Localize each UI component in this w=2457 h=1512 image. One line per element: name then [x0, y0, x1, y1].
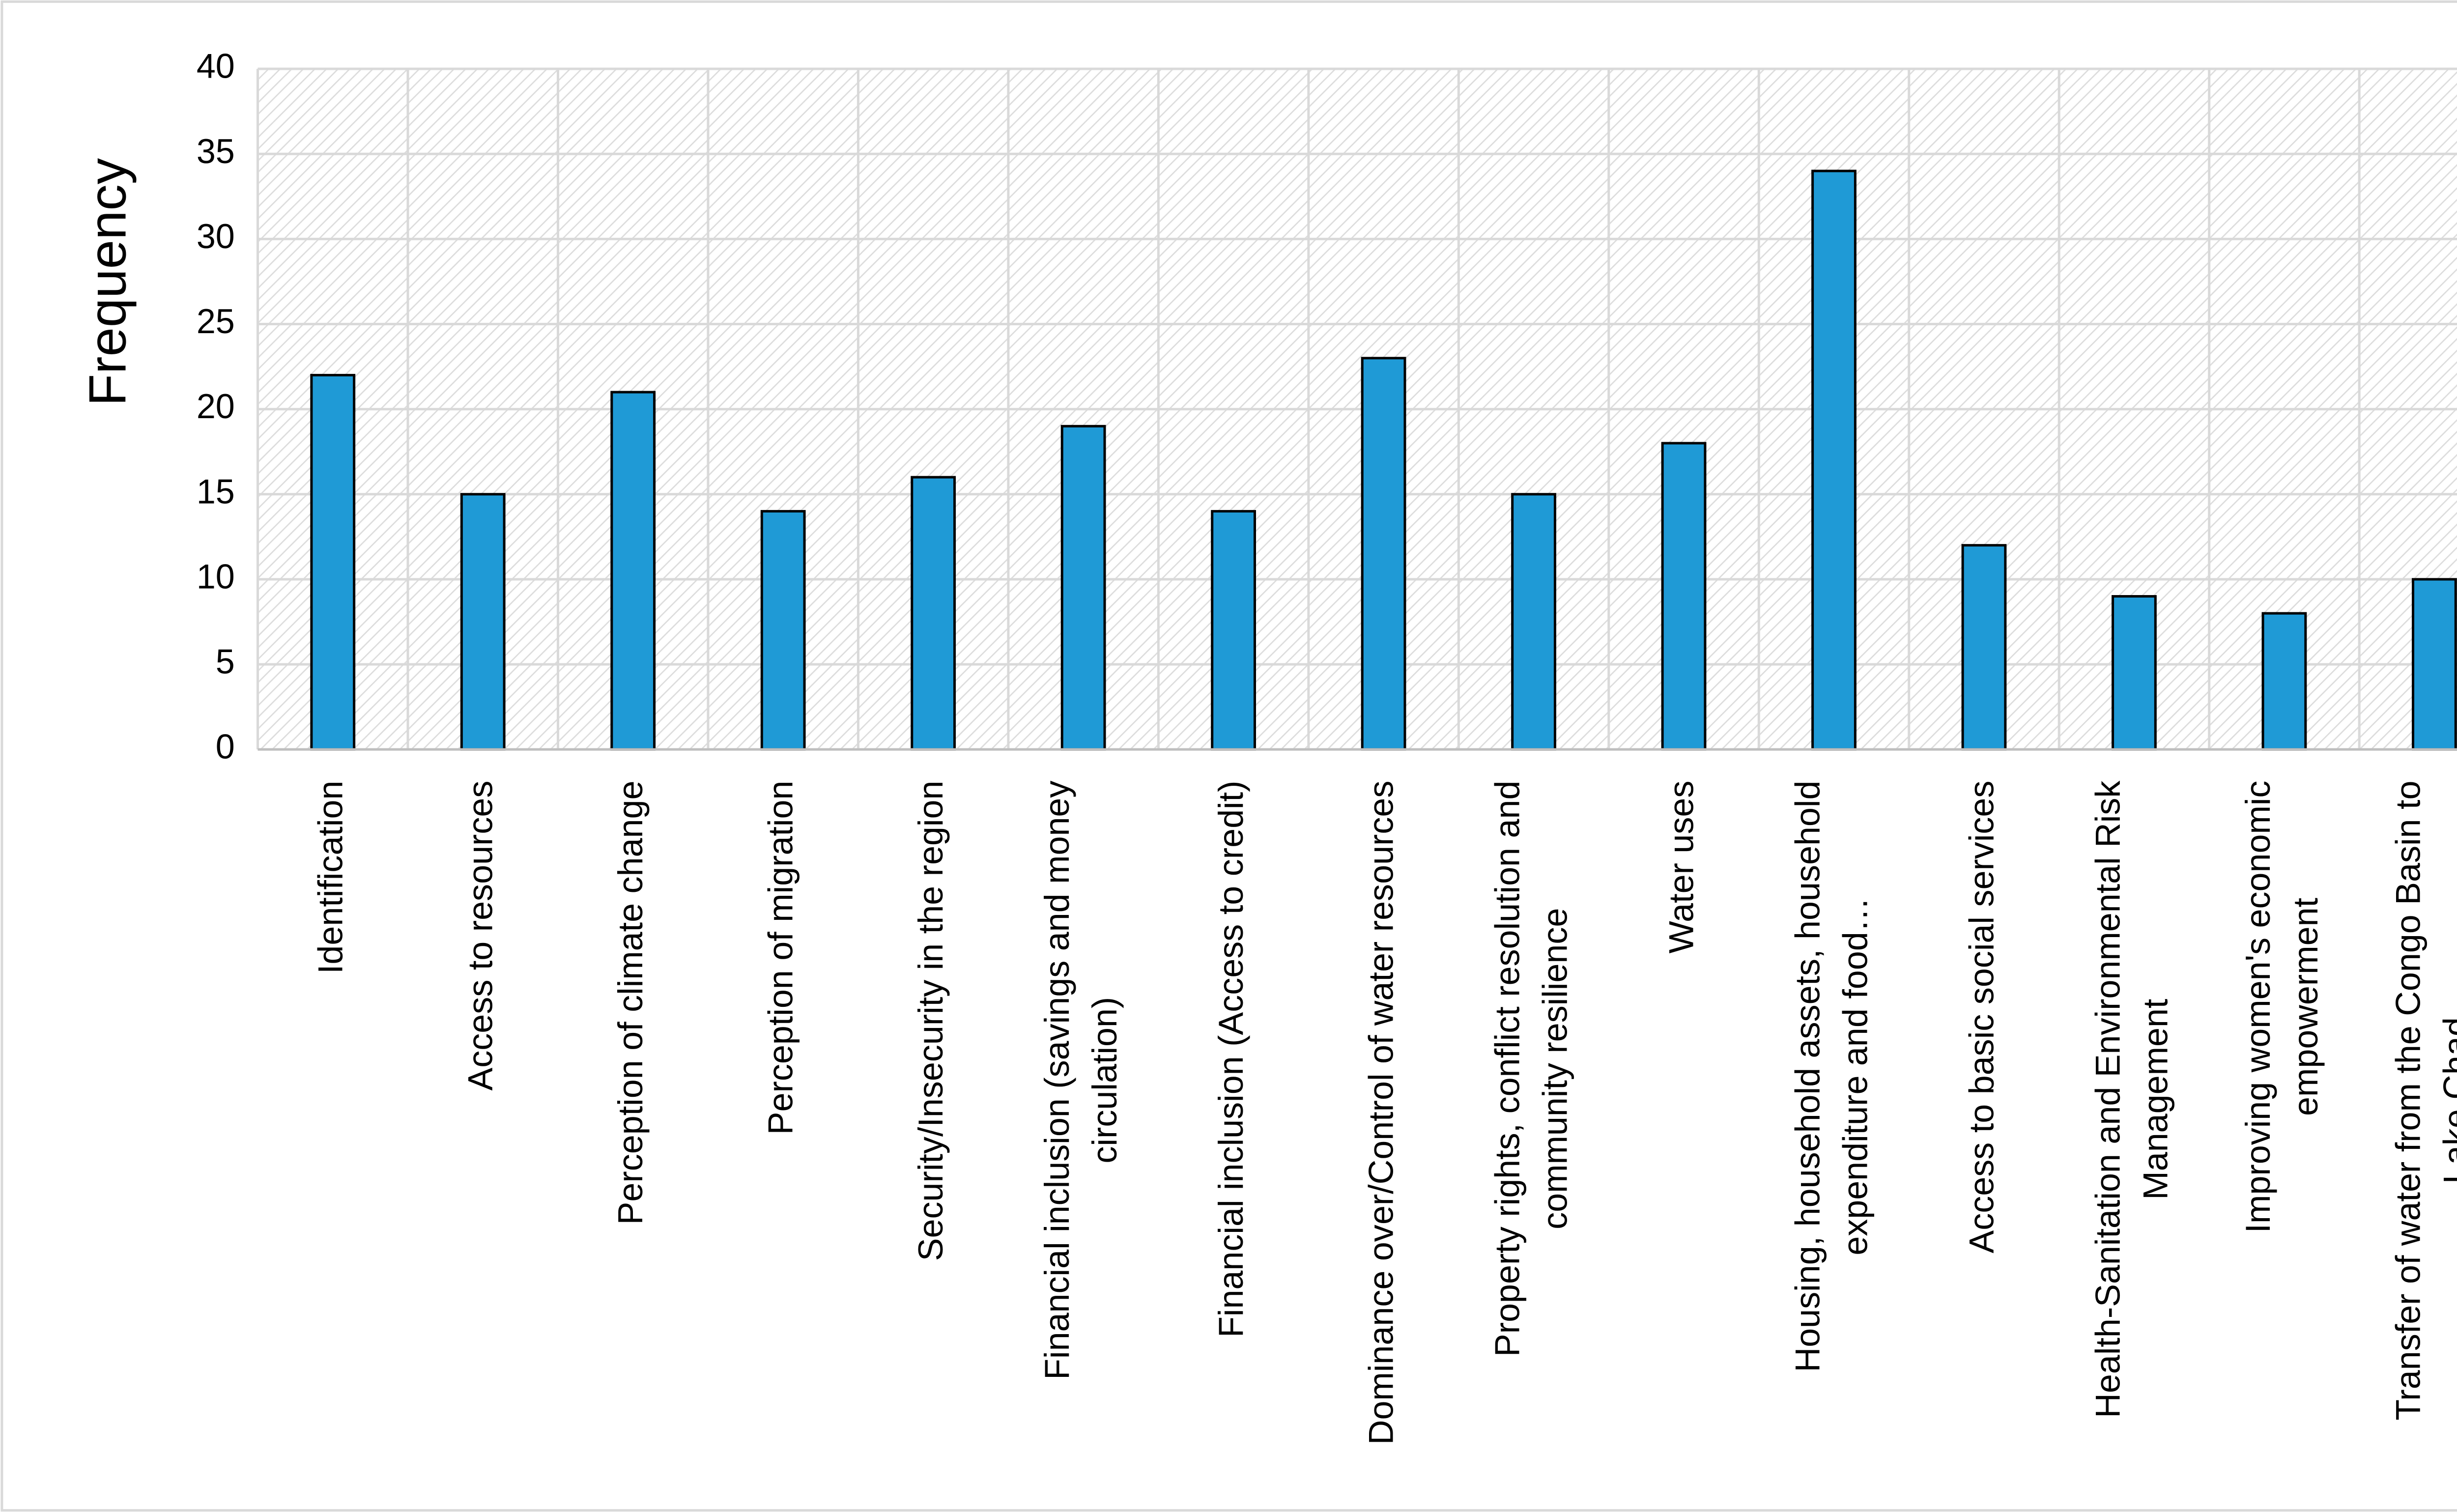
- bar: [1361, 357, 1406, 751]
- x-tick-label: Access to resources: [461, 781, 499, 1091]
- x-tick-label: Health-Sanitation and Environmental Risk…: [2088, 780, 2174, 1418]
- bar: [1060, 425, 1106, 751]
- x-tick-label: Financial inclusion (savings and money ci…: [1038, 781, 1124, 1380]
- bar: [1511, 493, 1556, 751]
- y-tick-label: 0: [216, 728, 235, 766]
- y-tick-label: 20: [197, 387, 235, 426]
- x-tick-label: Financial inclusion (Access to credit): [1212, 781, 1250, 1338]
- y-axis-label: Frequency: [78, 158, 137, 406]
- x-tick-label: Access to basic social services: [1962, 781, 2000, 1254]
- y-tick-label: 40: [197, 47, 235, 86]
- x-tick-label: Security/Insecurity in the region: [912, 781, 950, 1261]
- bar: [460, 493, 506, 751]
- bar: [760, 510, 806, 751]
- bar: [1811, 170, 1857, 751]
- x-tick-label: Dominance over/Control of water resource…: [1362, 781, 1400, 1445]
- bar: [2412, 578, 2457, 751]
- bar: [911, 476, 956, 751]
- y-tick-label: 15: [197, 472, 235, 511]
- bar: [1661, 442, 1707, 751]
- y-tick-label: 25: [197, 302, 235, 341]
- x-tick-label: Perception of migration: [761, 781, 800, 1135]
- x-tick-label: Property rights, conflict resolution and…: [1488, 781, 1574, 1357]
- bar: [310, 373, 356, 751]
- y-tick-label: 10: [197, 557, 235, 596]
- x-tick-label: Housing, household assets, household expe…: [1788, 781, 1874, 1372]
- x-tick-label: Transfer of water from the Congo Basin t…: [2389, 781, 2457, 1421]
- x-tick-label: Identification: [311, 781, 349, 974]
- y-tick-label: 30: [197, 217, 235, 256]
- y-tick-label: 5: [216, 643, 235, 681]
- x-tick-label: Water uses: [1662, 781, 1700, 954]
- x-tick-label: Perception of climate change: [611, 781, 650, 1225]
- bar: [2112, 595, 2157, 751]
- bar: [610, 391, 656, 751]
- bar: [1961, 544, 2007, 751]
- x-tick-label: Improving women's economic empowerment: [2239, 781, 2325, 1233]
- bar: [2261, 612, 2307, 751]
- bar: [1211, 510, 1256, 751]
- y-tick-label: 35: [197, 132, 235, 171]
